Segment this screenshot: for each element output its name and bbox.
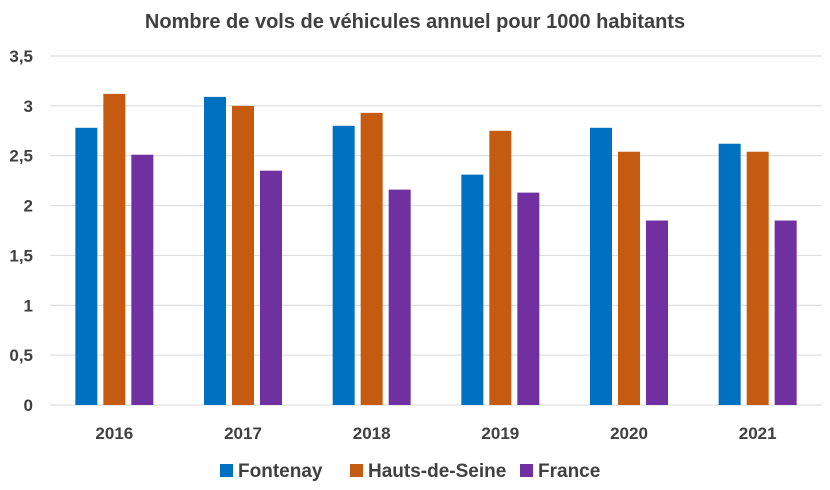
y-tick-label: 3	[24, 97, 33, 116]
y-tick-label: 0,5	[9, 346, 33, 365]
legend-label: Hauts-de-Seine	[368, 461, 506, 482]
x-tick-label: 2017	[224, 424, 262, 443]
bar-france-2021	[774, 220, 797, 405]
y-tick-label: 0	[24, 396, 33, 415]
x-tick-label: 2020	[610, 424, 648, 443]
bar-france-2019	[517, 192, 540, 405]
bar-hauts-de-seine-2017	[232, 105, 254, 405]
y-tick-label: 3,5	[9, 47, 33, 66]
bars	[75, 93, 797, 406]
x-tick-label: 2021	[739, 424, 777, 443]
legend-item: Fontenay	[220, 461, 323, 482]
bar-fontenay-2019	[461, 174, 484, 405]
legend-swatch	[520, 464, 533, 477]
legend-swatch	[350, 464, 363, 477]
bar-france-2018	[388, 189, 411, 405]
bar-fontenay-2021	[718, 143, 741, 405]
legend: Fontenay Hauts-de-Seine France	[220, 461, 600, 482]
legend-item: France	[520, 461, 600, 482]
gridlines	[50, 55, 822, 406]
bar-hauts-de-seine-2019	[489, 130, 512, 406]
bar-fontenay-2018	[332, 125, 355, 406]
bar-hauts-de-seine-2016	[103, 93, 126, 406]
y-tick-label: 2,5	[9, 147, 33, 166]
y-axis-tick-labels: 0 0,5 1 1,5 2 2,5 3 3,5	[9, 47, 33, 415]
x-axis-tick-labels: 2016 2017 2018 2019 2020 2021	[95, 424, 776, 443]
y-tick-label: 1	[24, 296, 33, 315]
x-tick-label: 2019	[481, 424, 519, 443]
bar-france-2017	[260, 170, 282, 405]
bar-fontenay-2017	[204, 96, 226, 405]
bar-hauts-de-seine-2021	[746, 151, 769, 405]
bar-fontenay-2016	[75, 127, 98, 406]
x-tick-label: 2016	[95, 424, 133, 443]
legend-item: Hauts-de-Seine	[350, 461, 506, 482]
bar-fontenay-2020	[590, 127, 612, 406]
legend-label: France	[538, 461, 600, 482]
bar-france-2020	[646, 220, 668, 405]
chart-title: Nombre de vols de véhicules annuel pour …	[145, 11, 685, 33]
x-tick-label: 2018	[353, 424, 391, 443]
bar-hauts-de-seine-2018	[360, 112, 383, 405]
legend-swatch	[220, 464, 233, 477]
legend-label: Fontenay	[238, 461, 323, 482]
y-tick-label: 1,5	[9, 246, 33, 265]
y-tick-label: 2	[24, 197, 33, 216]
bar-france-2016	[131, 154, 154, 405]
bar-hauts-de-seine-2020	[618, 151, 640, 405]
